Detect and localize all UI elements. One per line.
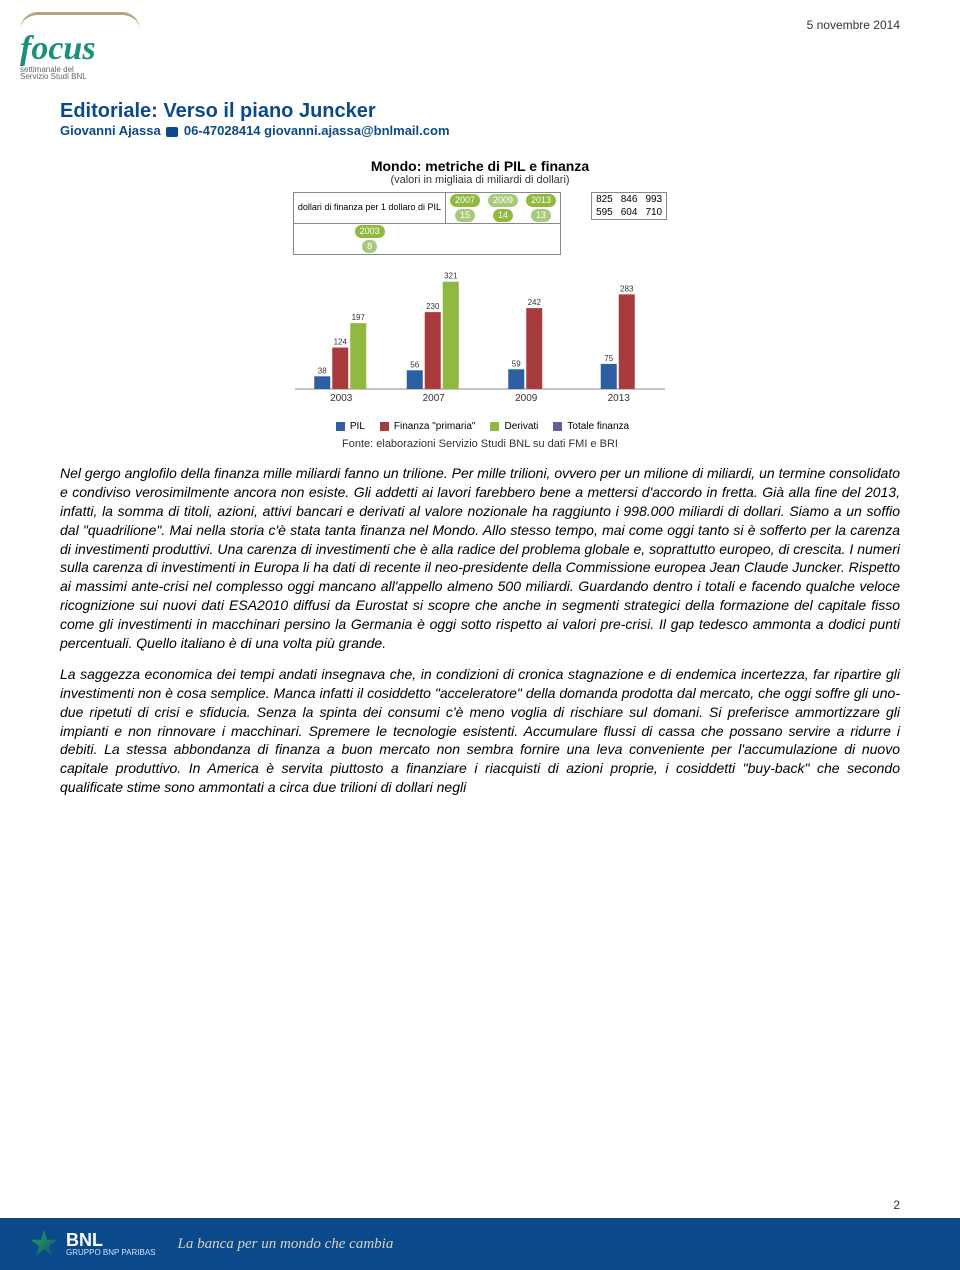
page-number: 2 [893,1198,900,1212]
svg-text:38: 38 [318,366,327,375]
extra-710: 710 [641,206,666,220]
footer-bar: BNL GRUPPO BNP PARIBAS La banca per un m… [0,1218,960,1270]
svg-text:242: 242 [528,298,542,307]
svg-text:56: 56 [410,360,419,369]
ratio-year-0: 2007 [450,194,480,207]
author-name: Giovanni Ajassa [60,123,164,138]
publication-logo: focus settimanale del Servizio Studi BNL [20,18,140,82]
paragraph-2: La saggezza economica dei tempi andati i… [60,665,900,797]
author-email: giovanni.ajassa@bnlmail.com [264,123,449,138]
chart-svg: 38 124 197 2003 56 230 321 2007 59 242 2009 75 283 20… [270,259,690,419]
logo-wordmark: focus [20,30,140,68]
chart-title: Mondo: metriche di PIL e finanza [240,158,720,174]
svg-text:283: 283 [620,284,634,293]
legend-item: Totale finanza [548,421,629,432]
svg-text:75: 75 [604,354,613,363]
svg-text:124: 124 [334,338,348,347]
paragraph-1: Nel gergo anglofilo della finanza mille … [60,464,900,653]
svg-text:230: 230 [426,302,440,311]
ratio-year-1: 2009 [488,194,518,207]
ratio-val-0: 15 [455,209,475,222]
ratio-val-1: 14 [493,209,513,222]
legend-item: PIL [331,421,365,432]
legend-item: Derivati [485,421,538,432]
ratio-base-year: 2003 [355,225,385,238]
svg-text:2013: 2013 [608,393,631,404]
editorial-title: Editoriale: Verso il piano Juncker [60,100,900,123]
total-2009: 846 [617,193,642,207]
svg-text:2009: 2009 [515,393,538,404]
chart-ratio-table: dollari di finanza per 1 dollaro di PIL … [293,192,561,255]
ratio-label: dollari di finanza per 1 dollaro di PIL [293,193,445,224]
chart-container: Mondo: metriche di PIL e finanza (valori… [240,158,720,450]
svg-text:2003: 2003 [330,393,353,404]
author-phone: 06-47028414 [184,123,264,138]
svg-text:197: 197 [352,313,366,322]
chart-source: Fonte: elaborazioni Servizio Studi BNL s… [240,438,720,450]
ratio-year-2: 2013 [526,194,556,207]
extra-604: 604 [617,206,642,220]
chart-totals-table: 825 846 993 595 604 710 [591,192,667,220]
body-text: Nel gergo anglofilo della finanza mille … [60,464,900,797]
bnl-star-icon [30,1230,58,1258]
phone-icon [166,127,178,137]
header-date: 5 novembre 2014 [807,18,900,32]
chart-legend: PIL Finanza "primaria" Derivati Totale fina… [240,421,720,432]
ratio-val-2: 13 [531,209,551,222]
chart-subtitle: (valori in migliaia di miliardi di dolla… [240,174,720,186]
svg-text:2007: 2007 [423,393,446,404]
footer-logo: BNL GRUPPO BNP PARIBAS [30,1230,156,1258]
svg-text:59: 59 [512,359,521,368]
author-line: Giovanni Ajassa 06-47028414 giovanni.aja… [60,123,900,138]
ratio-base-val: 8 [362,240,377,253]
footer-brand-sub: GRUPPO BNP PARIBAS [66,1249,156,1257]
footer-tagline: La banca per un mondo che cambia [178,1236,394,1253]
footer-brand: BNL [66,1231,156,1249]
total-2013: 993 [641,193,666,207]
logo-subtitle-2: Servizio Studi BNL [20,73,140,82]
svg-text:321: 321 [444,272,458,281]
extra-595: 595 [592,206,617,220]
legend-item: Finanza "primaria" [375,421,476,432]
total-2007: 825 [592,193,617,207]
